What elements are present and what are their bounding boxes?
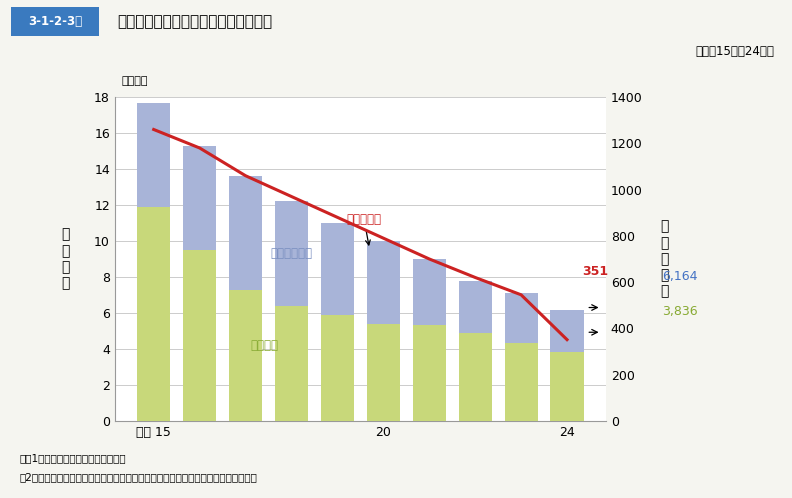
Y-axis label: グ
ル
ー
プ
数: グ ル ー プ 数: [661, 220, 669, 298]
Bar: [367, 241, 400, 421]
Bar: [321, 315, 354, 421]
Bar: [459, 280, 492, 421]
Bar: [183, 145, 216, 421]
FancyBboxPatch shape: [11, 7, 99, 36]
Text: 暴走族構成員: 暴走族構成員: [271, 247, 313, 260]
Bar: [183, 250, 216, 421]
Text: 注　1　警察庁交通局の資料による。: 注 1 警察庁交通局の資料による。: [20, 453, 127, 463]
Bar: [137, 207, 170, 421]
Bar: [229, 289, 262, 421]
Y-axis label: 構
成
員
数: 構 成 員 数: [62, 228, 70, 290]
Text: 3-1-2-3図: 3-1-2-3図: [28, 15, 82, 28]
Bar: [229, 176, 262, 421]
Bar: [550, 310, 584, 421]
Text: （平成15年～24年）: （平成15年～24年）: [695, 45, 775, 58]
Bar: [459, 333, 492, 421]
Text: 351: 351: [582, 265, 608, 278]
Bar: [275, 201, 308, 421]
Text: 暴走族の構成員数・グループ数の推移: 暴走族の構成員数・グループ数の推移: [117, 14, 272, 29]
Text: 3,836: 3,836: [662, 305, 698, 318]
Text: 2　共同危険型暴走族（爆音を伴う暴走等を集団で行う暴走族をいう。）に限る。: 2 共同危険型暴走族（爆音を伴う暴走等を集団で行う暴走族をいう。）に限る。: [20, 472, 257, 482]
Text: 6,164: 6,164: [662, 270, 698, 283]
Bar: [137, 103, 170, 421]
Text: （千人）: （千人）: [121, 76, 148, 86]
Bar: [413, 326, 446, 421]
Bar: [321, 223, 354, 421]
Text: グループ数: グループ数: [347, 213, 382, 245]
Bar: [413, 259, 446, 421]
Bar: [550, 352, 584, 421]
Text: うち少年: うち少年: [250, 339, 278, 352]
Bar: [505, 344, 538, 421]
Bar: [275, 306, 308, 421]
Bar: [367, 324, 400, 421]
Bar: [505, 293, 538, 421]
